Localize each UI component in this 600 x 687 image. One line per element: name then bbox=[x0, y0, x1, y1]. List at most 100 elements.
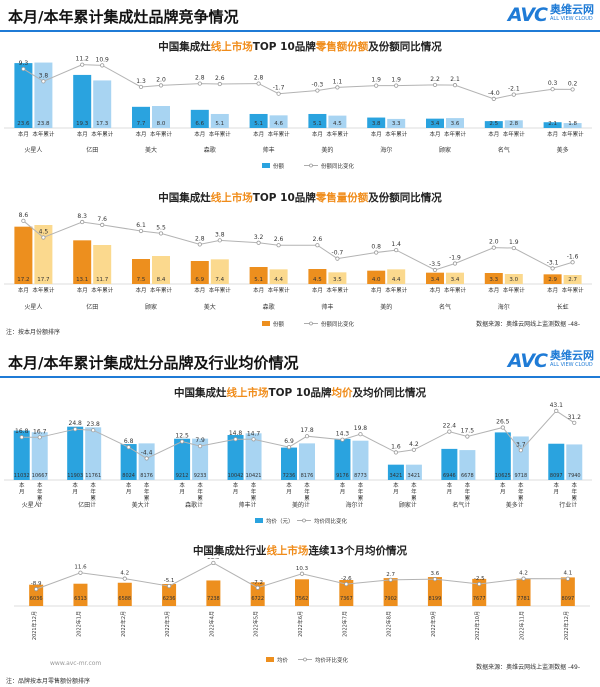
bar-ytd bbox=[245, 433, 262, 480]
bar-value-label: 3.3 bbox=[489, 277, 498, 283]
category-label: 长虹 bbox=[557, 303, 569, 311]
bar-value-label: 4.4 bbox=[392, 277, 401, 283]
category-label: 2022年7月 bbox=[341, 611, 348, 637]
bar-ytd bbox=[563, 123, 582, 128]
legend-swatch-point bbox=[309, 163, 313, 168]
bar-month bbox=[426, 118, 444, 128]
sub-label: 本月 bbox=[194, 286, 205, 294]
yoy-value-label: 8.6 bbox=[19, 212, 29, 219]
bar-value-label: 3.5 bbox=[333, 277, 342, 283]
bar-value-label: 1.8 bbox=[568, 121, 577, 127]
legend-label: 份额同比变化 bbox=[321, 320, 355, 328]
yoy-point bbox=[388, 577, 393, 582]
yoy-point bbox=[411, 447, 417, 452]
yoy-value-label: 7.6 bbox=[97, 216, 107, 223]
bar-ytd bbox=[566, 444, 583, 480]
yoy-point bbox=[550, 266, 555, 271]
bar-month bbox=[162, 583, 177, 606]
yoy-point bbox=[233, 437, 238, 442]
bar-ytd bbox=[93, 245, 112, 284]
yoy-point bbox=[144, 456, 149, 461]
bar-value-label: 8176 bbox=[301, 473, 314, 479]
yoy-value-label: 0.8 bbox=[371, 244, 381, 251]
sub-label: 本月 bbox=[18, 130, 29, 138]
bar-value-label: 9176 bbox=[336, 473, 349, 479]
sub-label: 本年累计 bbox=[562, 130, 585, 138]
bar-ytd bbox=[31, 432, 48, 480]
yoy-point bbox=[432, 82, 438, 88]
yoy-value-label: 3.7 bbox=[516, 441, 526, 448]
bar-value-label: 3421 bbox=[390, 473, 403, 479]
yoy-value-label: 11.6 bbox=[74, 565, 87, 571]
sub-label: 本年累计 bbox=[91, 130, 114, 138]
sub-label: 本月 bbox=[500, 481, 506, 496]
yoy-value-label: -3.5 bbox=[429, 261, 441, 268]
legend-label: 均价（元） bbox=[266, 517, 294, 525]
yoy-point bbox=[315, 88, 320, 93]
bar-ytd bbox=[446, 272, 464, 284]
bar-value-label: 5.1 bbox=[254, 121, 263, 127]
yoy-value-label: -1.9 bbox=[449, 254, 461, 261]
page1-source: 数据来源：奥维云网线上监测数据 -48- bbox=[476, 321, 580, 328]
bar-value-label: 6588 bbox=[118, 596, 131, 602]
yoy-value-label: 1.9 bbox=[371, 77, 381, 84]
yoy-point bbox=[158, 83, 164, 88]
yoy-line bbox=[23, 64, 573, 100]
legend-swatch-point bbox=[303, 657, 307, 662]
bar-value-label: 2.1 bbox=[548, 121, 557, 127]
bar-month bbox=[67, 426, 84, 480]
yoy-point bbox=[299, 571, 305, 576]
yoy-value-label: -0.3 bbox=[312, 82, 324, 89]
bar-ytd bbox=[269, 269, 288, 284]
category-label: 2022年4月 bbox=[208, 611, 215, 637]
bar-value-label: 7902 bbox=[384, 596, 397, 602]
yoy-value-label: 1.3 bbox=[136, 78, 146, 85]
page2-source: 数据来源：奥维云网线上监测数据 -49- bbox=[476, 664, 580, 671]
bar-value-label: 23.8 bbox=[37, 121, 50, 127]
sub-label: 本月 bbox=[253, 286, 264, 294]
bar-ytd bbox=[563, 275, 582, 284]
sub-label: 本年累计 bbox=[385, 130, 408, 138]
yoy-point bbox=[570, 87, 575, 92]
bar-value-label: 17.3 bbox=[96, 121, 109, 127]
sub-label: 本年累计 bbox=[37, 481, 43, 509]
bar-ytd bbox=[328, 272, 347, 284]
yoy-point bbox=[256, 240, 261, 245]
legend-swatch-point bbox=[309, 321, 313, 326]
bar-ytd bbox=[459, 450, 476, 480]
sub-label: 本月 bbox=[77, 286, 88, 294]
yoy-value-label: -3.1 bbox=[547, 259, 559, 266]
bar-month bbox=[73, 240, 92, 284]
bar-month bbox=[249, 113, 268, 128]
yoy-value-label: 2.8 bbox=[195, 75, 205, 82]
yoy-point bbox=[41, 235, 46, 240]
category-label: 行业 bbox=[559, 501, 571, 509]
yoy-point bbox=[138, 84, 144, 90]
chart4-title: 中国集成灶行业线上市场连续13个月均价情况 bbox=[192, 545, 408, 557]
yoy-value-label: 7.9 bbox=[195, 437, 205, 444]
yoy-point bbox=[511, 245, 516, 251]
yoy-point bbox=[304, 434, 310, 439]
bar-value-label: 7940 bbox=[568, 473, 581, 479]
category-label: 2022年1月 bbox=[75, 611, 82, 637]
yoy-point bbox=[374, 250, 379, 255]
bar-month bbox=[308, 269, 327, 284]
sub-label: 本年累计 bbox=[90, 481, 96, 509]
sub-label: 本月 bbox=[393, 481, 399, 496]
page2-note: 注：品牌按本月零售额份额排序 bbox=[6, 678, 91, 685]
sub-label: 本月 bbox=[233, 481, 239, 496]
category-label: 美大 bbox=[204, 303, 216, 311]
yoy-value-label: -7.2 bbox=[252, 580, 263, 586]
yoy-value-label: 4.5 bbox=[39, 228, 49, 235]
bar-value-label: 4.6 bbox=[274, 121, 283, 127]
category-label: 海尔 bbox=[345, 501, 357, 509]
bar-value-label: 5.1 bbox=[254, 277, 263, 283]
yoy-value-label: 3.8 bbox=[39, 72, 49, 79]
sub-label: 本年累计 bbox=[209, 130, 232, 138]
sub-label: 本年累计 bbox=[411, 481, 417, 509]
sub-label: 本年累计 bbox=[385, 286, 408, 294]
category-label: 名气 bbox=[439, 303, 451, 311]
sub-label: 本年累计 bbox=[444, 286, 467, 294]
yoy-value-label: 2.6 bbox=[313, 236, 323, 243]
yoy-point bbox=[19, 435, 24, 440]
